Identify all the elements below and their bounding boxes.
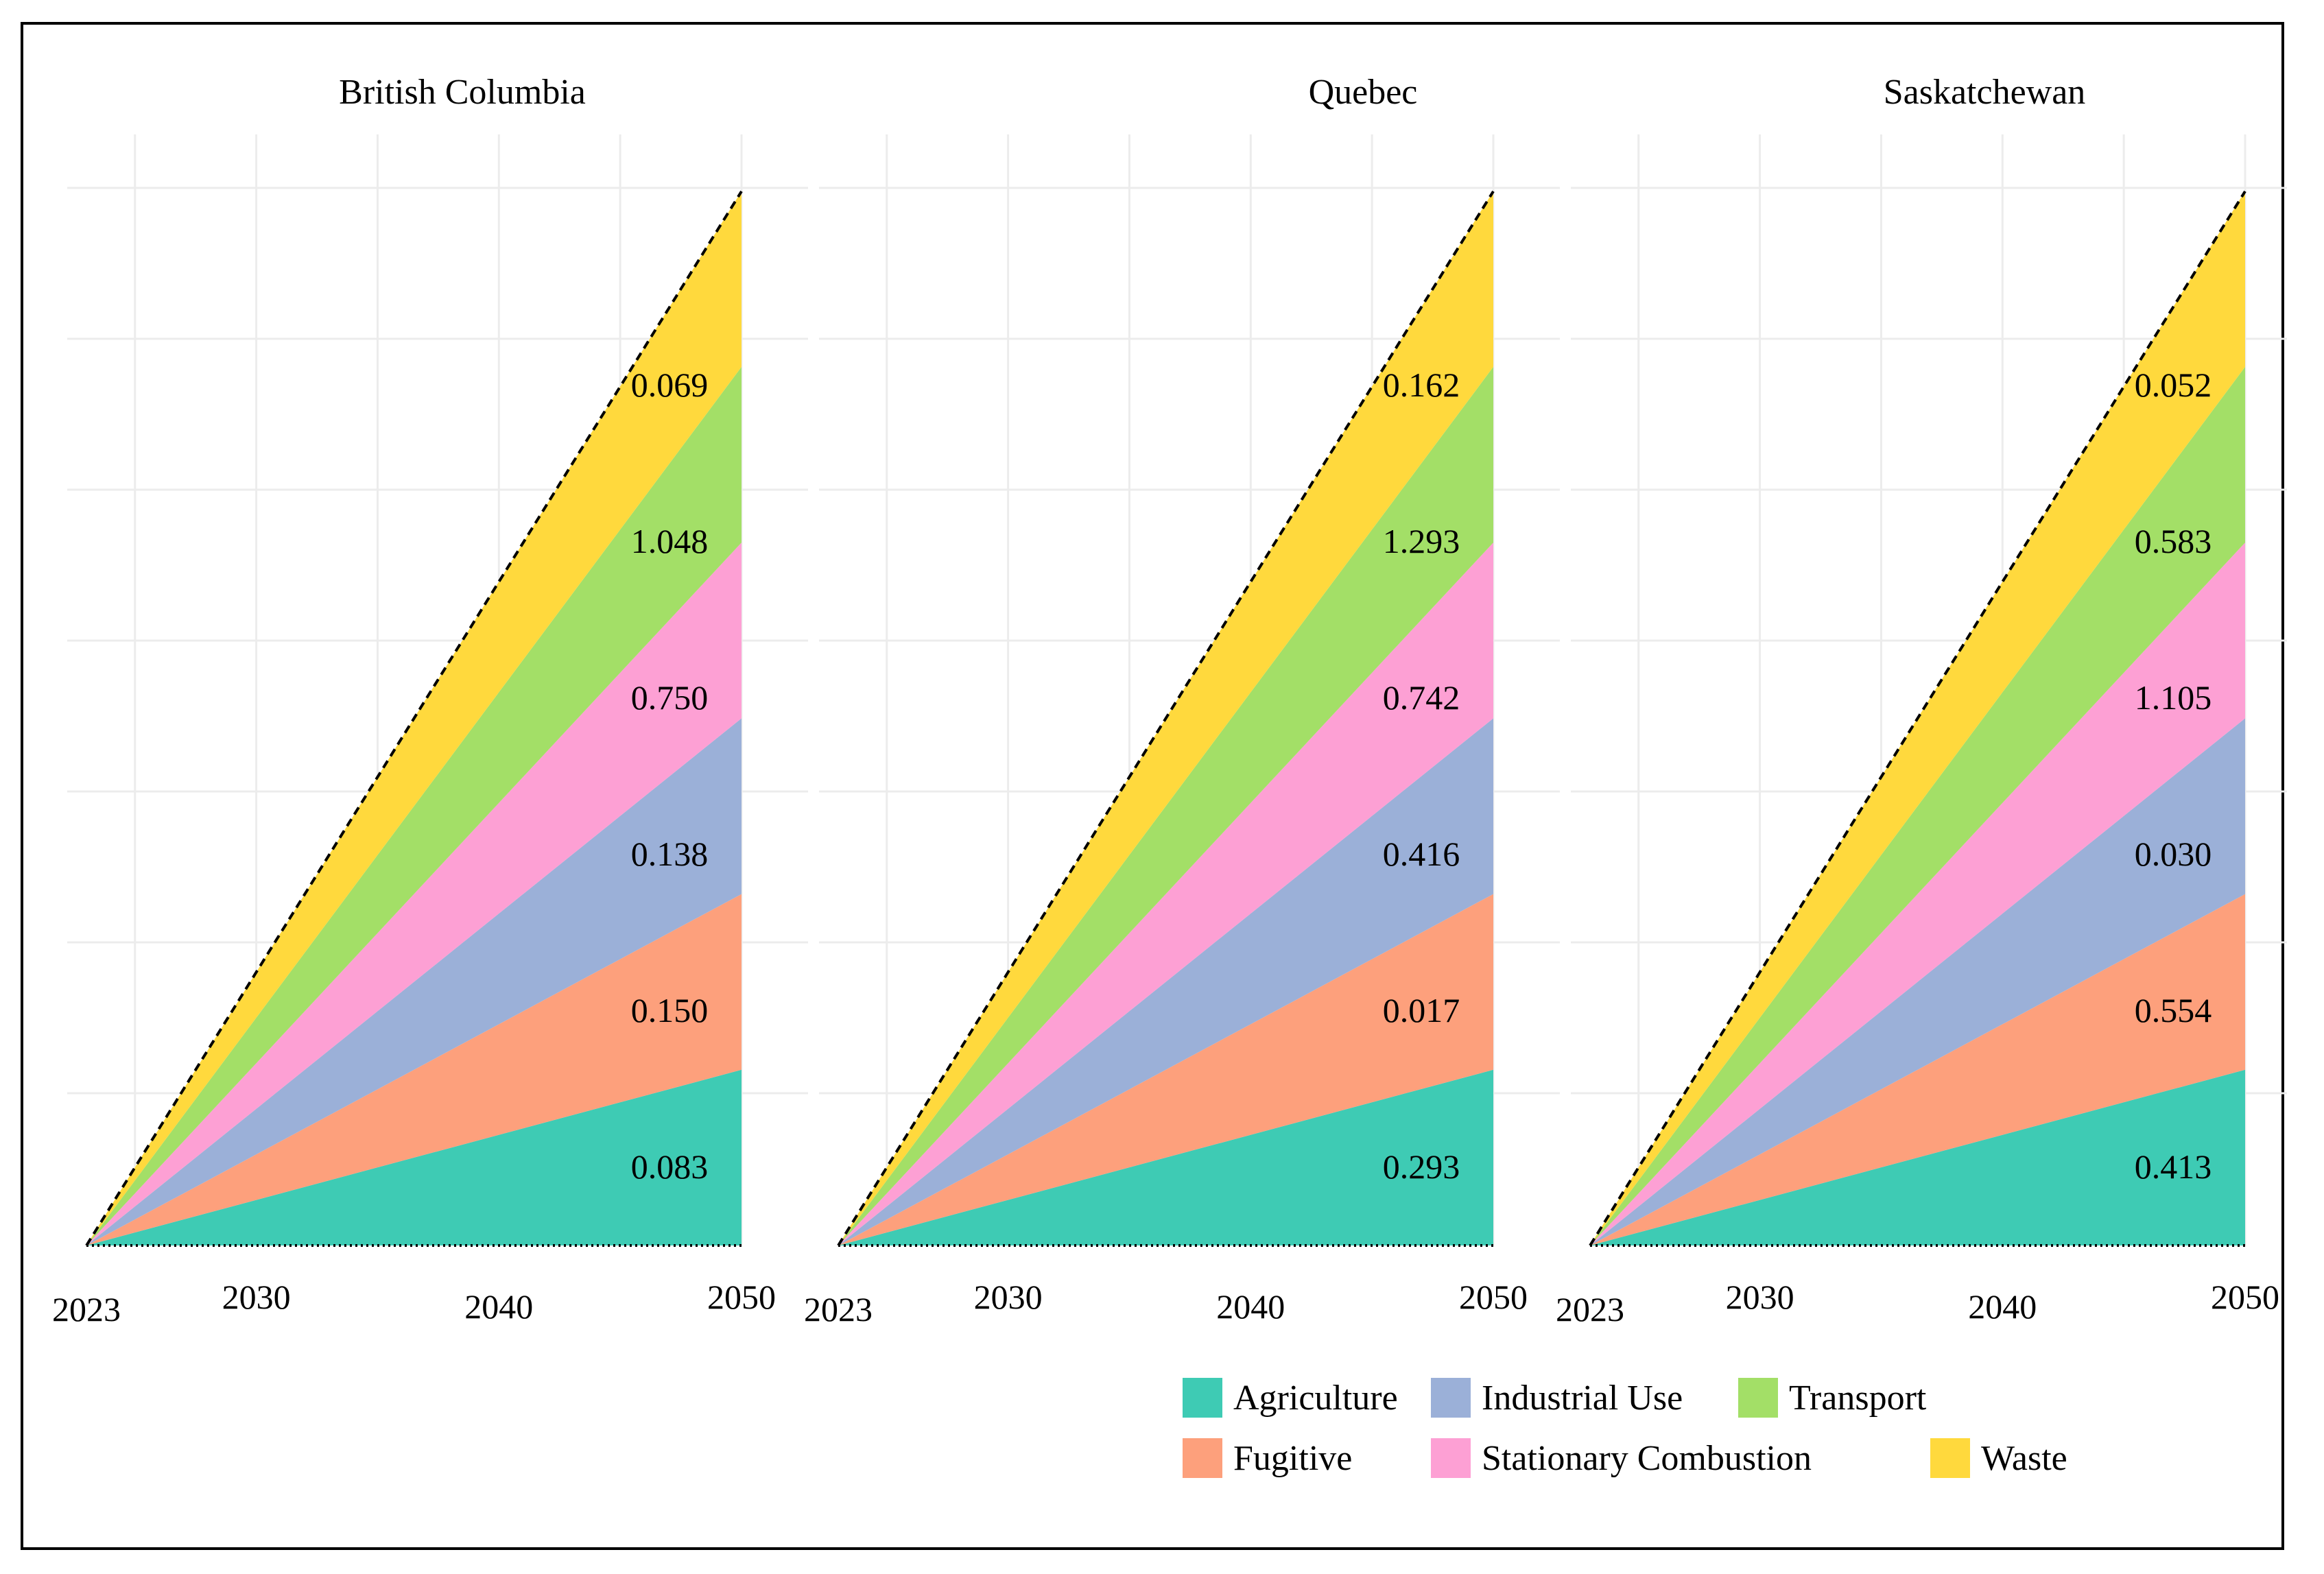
legend-label-waste: Waste bbox=[1981, 1439, 2067, 1478]
legend-item-industrial-use: Industrial Use bbox=[1431, 1378, 1683, 1418]
value-label-industrial-use: 0.030 bbox=[2135, 835, 2212, 873]
panel-saskatchewan: 0.413 0.554 0.030 1.105 0.583 0.052 Saskatchew… bbox=[1556, 73, 2287, 1328]
panel-quebec: 0.293 0.017 0.416 0.742 1.293 0.162 Quebec 2023… bbox=[804, 73, 1560, 1328]
legend-item-transport: Transport bbox=[1738, 1378, 1927, 1418]
legend-swatch-fugitive bbox=[1183, 1438, 1222, 1478]
legend-swatch-waste bbox=[1930, 1438, 1970, 1478]
legend-item-stationary-combustion: Stationary Combustion bbox=[1431, 1438, 1812, 1478]
legend-label-stationary-combustion: Stationary Combustion bbox=[1482, 1439, 1812, 1478]
total-dashed-line bbox=[85, 190, 743, 1247]
area-agriculture bbox=[838, 1069, 1493, 1245]
legend-label-industrial-use: Industrial Use bbox=[1482, 1379, 1683, 1418]
legend-swatch-stationary-combustion bbox=[1431, 1438, 1471, 1478]
x-tick-label-2030: 2030 bbox=[1726, 1278, 1794, 1316]
total-dashed-line bbox=[1589, 190, 2246, 1247]
x-tick-label-2040: 2040 bbox=[464, 1287, 533, 1326]
x-tick-label-2023: 2023 bbox=[52, 1290, 121, 1328]
panel-title: Saskatchewan bbox=[1884, 73, 2086, 112]
x-tick-label-2023: 2023 bbox=[804, 1290, 873, 1328]
value-label-transport: 0.583 bbox=[2135, 522, 2212, 560]
value-label-stationary-combustion: 1.105 bbox=[2135, 678, 2212, 717]
legend-item-agriculture: Agriculture bbox=[1183, 1378, 1398, 1418]
value-label-transport: 1.048 bbox=[631, 522, 709, 560]
value-label-industrial-use: 0.138 bbox=[631, 835, 709, 873]
legend-swatch-industrial-use bbox=[1431, 1378, 1471, 1418]
value-label-transport: 1.293 bbox=[1383, 522, 1460, 560]
legend-swatch-agriculture bbox=[1183, 1378, 1222, 1418]
value-label-industrial-use: 0.416 bbox=[1383, 835, 1460, 873]
legend-item-waste: Waste bbox=[1930, 1438, 2067, 1478]
value-label-waste: 0.162 bbox=[1383, 366, 1460, 404]
value-label-agriculture: 0.413 bbox=[2135, 1147, 2212, 1186]
value-label-stationary-combustion: 0.750 bbox=[631, 678, 709, 717]
x-tick-label-2050: 2050 bbox=[2211, 1278, 2279, 1316]
value-label-fugitive: 0.554 bbox=[2135, 991, 2212, 1029]
x-tick-label-2050: 2050 bbox=[1459, 1278, 1528, 1316]
x-tick-label-2040: 2040 bbox=[1216, 1287, 1285, 1326]
x-tick-label-2030: 2030 bbox=[974, 1278, 1043, 1316]
area-agriculture bbox=[86, 1069, 742, 1245]
value-label-agriculture: 0.083 bbox=[631, 1147, 709, 1186]
legend: Agriculture Industrial Use Transport Fugiti… bbox=[1183, 1378, 2067, 1478]
panel-title: British Columbia bbox=[339, 73, 586, 112]
value-label-agriculture: 0.293 bbox=[1383, 1147, 1460, 1186]
x-tick-label-2023: 2023 bbox=[1556, 1290, 1624, 1328]
value-label-waste: 0.069 bbox=[631, 366, 709, 404]
value-label-fugitive: 0.150 bbox=[631, 991, 709, 1029]
value-label-stationary-combustion: 0.742 bbox=[1383, 678, 1460, 717]
panel-british-columbia: 0.083 0.150 0.138 0.750 1.048 0.069 British Co… bbox=[52, 73, 808, 1328]
x-tick-label-2030: 2030 bbox=[222, 1278, 291, 1316]
legend-label-transport: Transport bbox=[1789, 1379, 1927, 1418]
value-label-fugitive: 0.017 bbox=[1383, 991, 1460, 1029]
value-label-waste: 0.052 bbox=[2135, 366, 2212, 404]
legend-swatch-transport bbox=[1738, 1378, 1778, 1418]
x-tick-label-2050: 2050 bbox=[707, 1278, 776, 1316]
figure-frame: 0.083 0.150 0.138 0.750 1.048 0.069 British Co… bbox=[21, 22, 2287, 1550]
x-tick-label-2040: 2040 bbox=[1968, 1287, 2037, 1326]
area-agriculture bbox=[1590, 1069, 2245, 1245]
legend-label-fugitive: Fugitive bbox=[1233, 1439, 1352, 1478]
total-dashed-line bbox=[837, 190, 1495, 1247]
panel-title: Quebec bbox=[1309, 73, 1418, 112]
legend-item-fugitive: Fugitive bbox=[1183, 1438, 1352, 1478]
stacked-area-chart: 0.083 0.150 0.138 0.750 1.048 0.069 British Co… bbox=[52, 73, 2287, 1478]
legend-label-agriculture: Agriculture bbox=[1233, 1379, 1398, 1418]
